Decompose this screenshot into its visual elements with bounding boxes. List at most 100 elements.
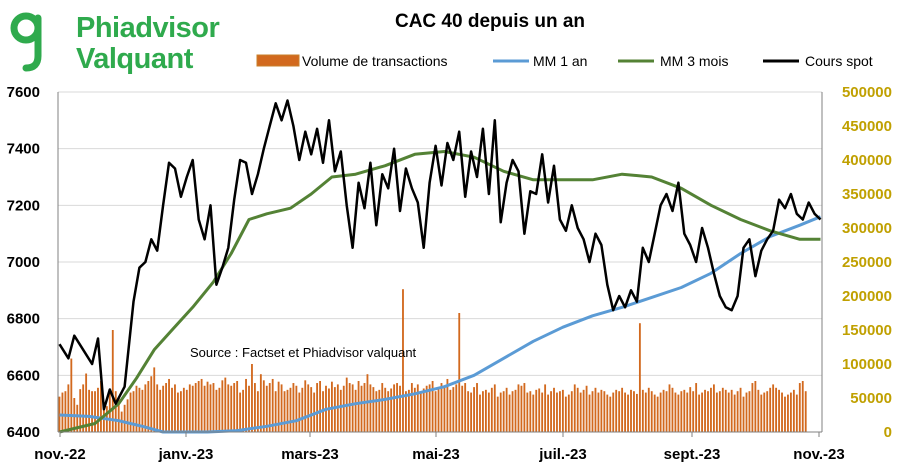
volume-bar [745, 392, 748, 432]
volume-bar [271, 378, 274, 432]
volume-bar [508, 394, 511, 432]
volume-bar [615, 389, 618, 432]
volume-bar [621, 387, 624, 432]
volume-bar [197, 381, 200, 432]
volume-bar [280, 384, 283, 432]
legend: Volume de transactions MM 1 an MM 3 mois Co… [256, 53, 873, 69]
volume-bar [182, 387, 185, 432]
volume-bar [375, 391, 378, 432]
volume-bar [194, 383, 197, 432]
y-right-tick-label: 400000 [842, 152, 892, 169]
volume-bar [218, 387, 221, 432]
volume-bar [384, 387, 387, 432]
volume-bar [470, 392, 473, 432]
volume-bar [754, 381, 757, 432]
volume-bar [490, 387, 493, 432]
volume-bar [778, 389, 780, 432]
volume-bar [233, 383, 236, 432]
volume-bar [277, 381, 280, 432]
volume-bar [464, 383, 467, 432]
volume-bar [70, 358, 73, 432]
volume-bar [206, 381, 209, 432]
volume-bar [476, 383, 478, 432]
volume-bar [114, 391, 117, 432]
volume-bar [274, 391, 277, 432]
volume-bar [61, 392, 64, 432]
legend-label: MM 1 an [533, 53, 587, 69]
volume-bar [188, 384, 191, 432]
volume-bar [487, 392, 490, 432]
volume-bar [452, 387, 455, 432]
volume-bar [437, 387, 440, 432]
volume-bar [671, 387, 674, 432]
volume-bar [585, 385, 588, 432]
series-lines [58, 99, 822, 434]
x-tick-label: juil.-23 [538, 446, 587, 463]
volume-bar [310, 387, 313, 432]
y-left-tick-label: 6400 [7, 424, 40, 441]
volume-bar [177, 392, 179, 432]
volume-bar [88, 389, 91, 432]
y-left-tick-label: 7400 [7, 141, 40, 158]
volume-bar [736, 391, 739, 432]
volume-bar [784, 396, 786, 432]
volume-bar [653, 394, 656, 432]
volume-bar [792, 389, 795, 432]
volume-bar [378, 389, 381, 432]
volume-bar [265, 385, 268, 432]
volume-bar [772, 384, 775, 432]
volume-bar [203, 385, 206, 432]
volume-bar [82, 384, 85, 432]
volume-bar [242, 389, 244, 432]
series-line-cours-spot [58, 99, 822, 411]
volume-bar [236, 381, 239, 432]
volume-bar [117, 398, 120, 432]
volume-bar [402, 289, 404, 432]
volume-bar [760, 394, 763, 432]
volume-bar [467, 391, 470, 432]
volume-bar [798, 383, 801, 432]
volume-bar [449, 389, 452, 432]
volume-bar [446, 378, 449, 432]
volume-bar [387, 391, 390, 432]
y-right-tick-label: 350000 [842, 186, 892, 203]
volume-bar [58, 396, 61, 432]
volume-bar [319, 381, 321, 432]
volume-bar [781, 392, 783, 432]
y-left-tick-label: 7200 [7, 197, 40, 214]
y-left-tick-label: 7000 [7, 254, 40, 271]
volume-bar [224, 377, 227, 432]
volume-bar [390, 388, 393, 432]
volume-bar [680, 391, 683, 432]
volume-bar [603, 391, 606, 432]
phiadvisor-logo-icon [10, 12, 42, 72]
volume-bar [479, 394, 481, 432]
volume-bar [769, 387, 772, 432]
logo-line1: Phiadvisor [76, 12, 220, 44]
volume-bar [787, 394, 789, 432]
volume-bar [123, 404, 126, 432]
volume-bar [751, 383, 754, 432]
volume-bar [730, 389, 733, 432]
volume-bar [659, 392, 662, 432]
legend-label: Volume de transactions [302, 53, 448, 69]
volume-bar [461, 385, 464, 432]
volume-bar [179, 391, 182, 432]
volume-bar [686, 392, 689, 432]
volume-bar [556, 392, 558, 432]
volume-bar [100, 381, 102, 432]
volume-bar [630, 389, 632, 432]
volume-bar [259, 374, 262, 432]
volume-bar [393, 384, 396, 432]
volume-bar [573, 384, 576, 432]
volume-bar [221, 380, 224, 432]
chart-title: CAC 40 depuis un an [395, 11, 585, 32]
volume-bar [209, 384, 212, 432]
y-left-tick-label: 7600 [7, 84, 40, 101]
volume-bar [85, 373, 88, 432]
volume-bar [185, 389, 188, 432]
volume-bar [168, 378, 170, 432]
volume-bar [286, 389, 289, 432]
volume-bar [357, 381, 360, 432]
volume-bar [547, 394, 550, 432]
